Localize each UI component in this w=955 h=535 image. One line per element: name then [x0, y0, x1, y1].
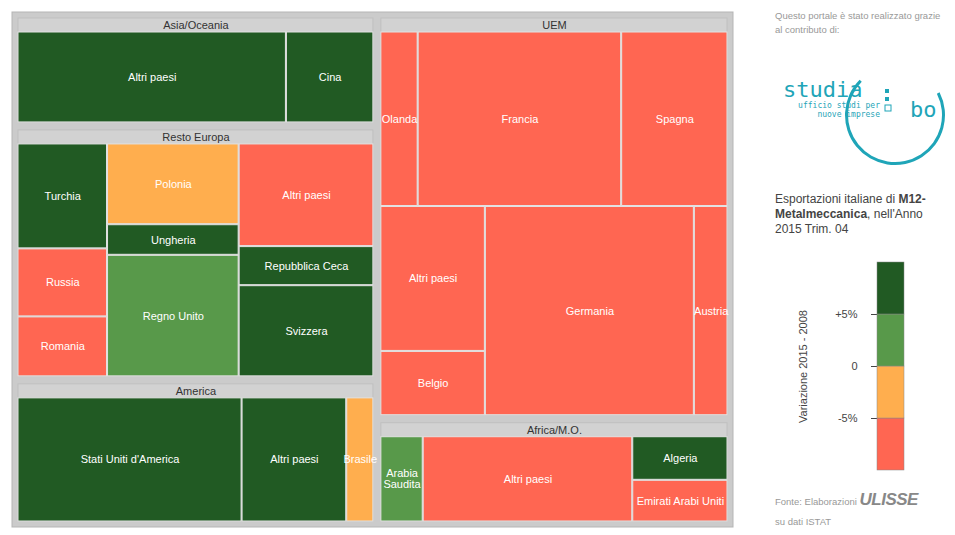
svg-text:Spagna: Spagna	[656, 113, 695, 125]
svg-text:Altri paesi: Altri paesi	[282, 189, 330, 201]
svg-text:Brasile: Brasile	[343, 453, 377, 465]
svg-text:studia: studia	[783, 77, 862, 102]
svg-text:Russia: Russia	[46, 276, 81, 288]
svg-text:Austria: Austria	[694, 305, 729, 317]
svg-text:Altri paesi: Altri paesi	[409, 272, 457, 284]
svg-text:nuove imprese: nuove imprese	[817, 110, 880, 119]
svg-text:Svizzera: Svizzera	[285, 325, 328, 337]
svg-text:Cina: Cina	[319, 71, 343, 83]
html-text:Esportazioni italiane di M12-M: Esportazioni italiane di M12-Metalmeccan…	[775, 192, 926, 236]
svg-text:America: America	[176, 385, 217, 397]
svg-text:+5%: +5%	[835, 308, 858, 320]
svg-text:Asia/Oceania: Asia/Oceania	[163, 19, 229, 31]
svg-text:Altri paesi: Altri paesi	[128, 71, 176, 83]
svg-text:-5%: -5%	[838, 412, 858, 424]
html-text:su dati ISTAT: su dati ISTAT	[775, 516, 832, 527]
svg-text:Romania: Romania	[41, 340, 86, 352]
svg-text:Algeria: Algeria	[663, 452, 698, 464]
svg-text:Resto Europa: Resto Europa	[162, 131, 230, 143]
svg-text:ufficio studi per: ufficio studi per	[798, 101, 880, 110]
svg-text:Altri paesi: Altri paesi	[270, 453, 318, 465]
html-text:Fonte: ElaborazioniULISSE: Fonte: ElaborazioniULISSE	[775, 490, 918, 509]
svg-text:Variazione 2015 - 2008: Variazione 2015 - 2008	[797, 310, 809, 423]
svg-text:Ungheria: Ungheria	[151, 234, 197, 246]
svg-text:Turchia: Turchia	[45, 190, 82, 202]
svg-text:Olanda: Olanda	[382, 113, 418, 125]
svg-text:UEM: UEM	[542, 19, 566, 31]
svg-text:Stati Uniti d'America: Stati Uniti d'America	[81, 453, 181, 465]
svg-text:Africa/M.O.: Africa/M.O.	[527, 424, 582, 436]
html-text:Questo portale è stato realizz: Questo portale è stato realizzato grazie…	[775, 10, 941, 35]
svg-text:Emirati Arabi Uniti: Emirati Arabi Uniti	[637, 495, 724, 507]
svg-text:Repubblica Ceca: Repubblica Ceca	[265, 260, 350, 272]
svg-text:Regno Unito: Regno Unito	[143, 310, 204, 322]
svg-text:bo: bo	[910, 97, 937, 122]
svg-text:Altri paesi: Altri paesi	[504, 473, 552, 485]
svg-text:Polonia: Polonia	[155, 178, 193, 190]
svg-text:Francia: Francia	[502, 113, 540, 125]
svg-text:ArabiaSaudita: ArabiaSaudita	[383, 467, 421, 490]
svg-text:Belgio: Belgio	[418, 377, 449, 389]
svg-text:0: 0	[851, 360, 857, 372]
svg-text:Germania: Germania	[566, 305, 615, 317]
